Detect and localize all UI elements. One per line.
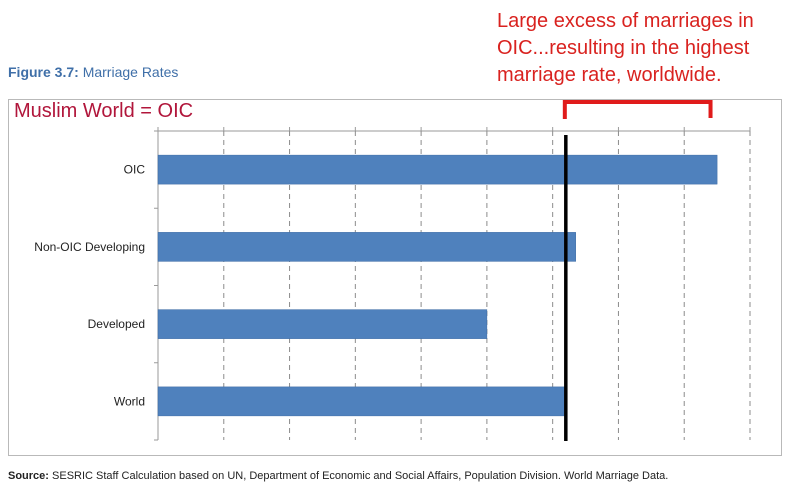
- muslim-world-label: Muslim World = OIC: [14, 100, 194, 122]
- figure-label: Figure 3.7:: [8, 64, 79, 80]
- figure-title: Figure 3.7: Marriage Rates: [8, 64, 178, 80]
- bar-world: [157, 386, 567, 417]
- category-label: Developed: [88, 317, 145, 331]
- annotation-callout: Large excess of marriages in OIC...resul…: [497, 8, 787, 89]
- category-label: OIC: [124, 163, 146, 177]
- bar-non-oic-developing: [157, 232, 576, 262]
- source-text: SESRIC Staff Calculation based on UN, De…: [52, 470, 669, 482]
- bar-oic: [157, 154, 718, 185]
- annotation-line-1: Large excess of marriages in: [497, 10, 754, 32]
- bar-developed: [157, 309, 488, 339]
- category-label: Non-OIC Developing: [34, 240, 145, 254]
- annotation-line-3: marriage rate, worldwide.: [497, 64, 722, 86]
- figure-title-text: Marriage Rates: [82, 64, 179, 80]
- category-label: World: [114, 394, 145, 408]
- source-label: Source:: [8, 470, 49, 482]
- annotation-line-2: OIC...resulting in the highest: [497, 37, 750, 59]
- excess-bracket: [562, 100, 713, 119]
- source-note: Source: SESRIC Staff Calculation based o…: [8, 470, 668, 482]
- chart-frame: [8, 99, 782, 456]
